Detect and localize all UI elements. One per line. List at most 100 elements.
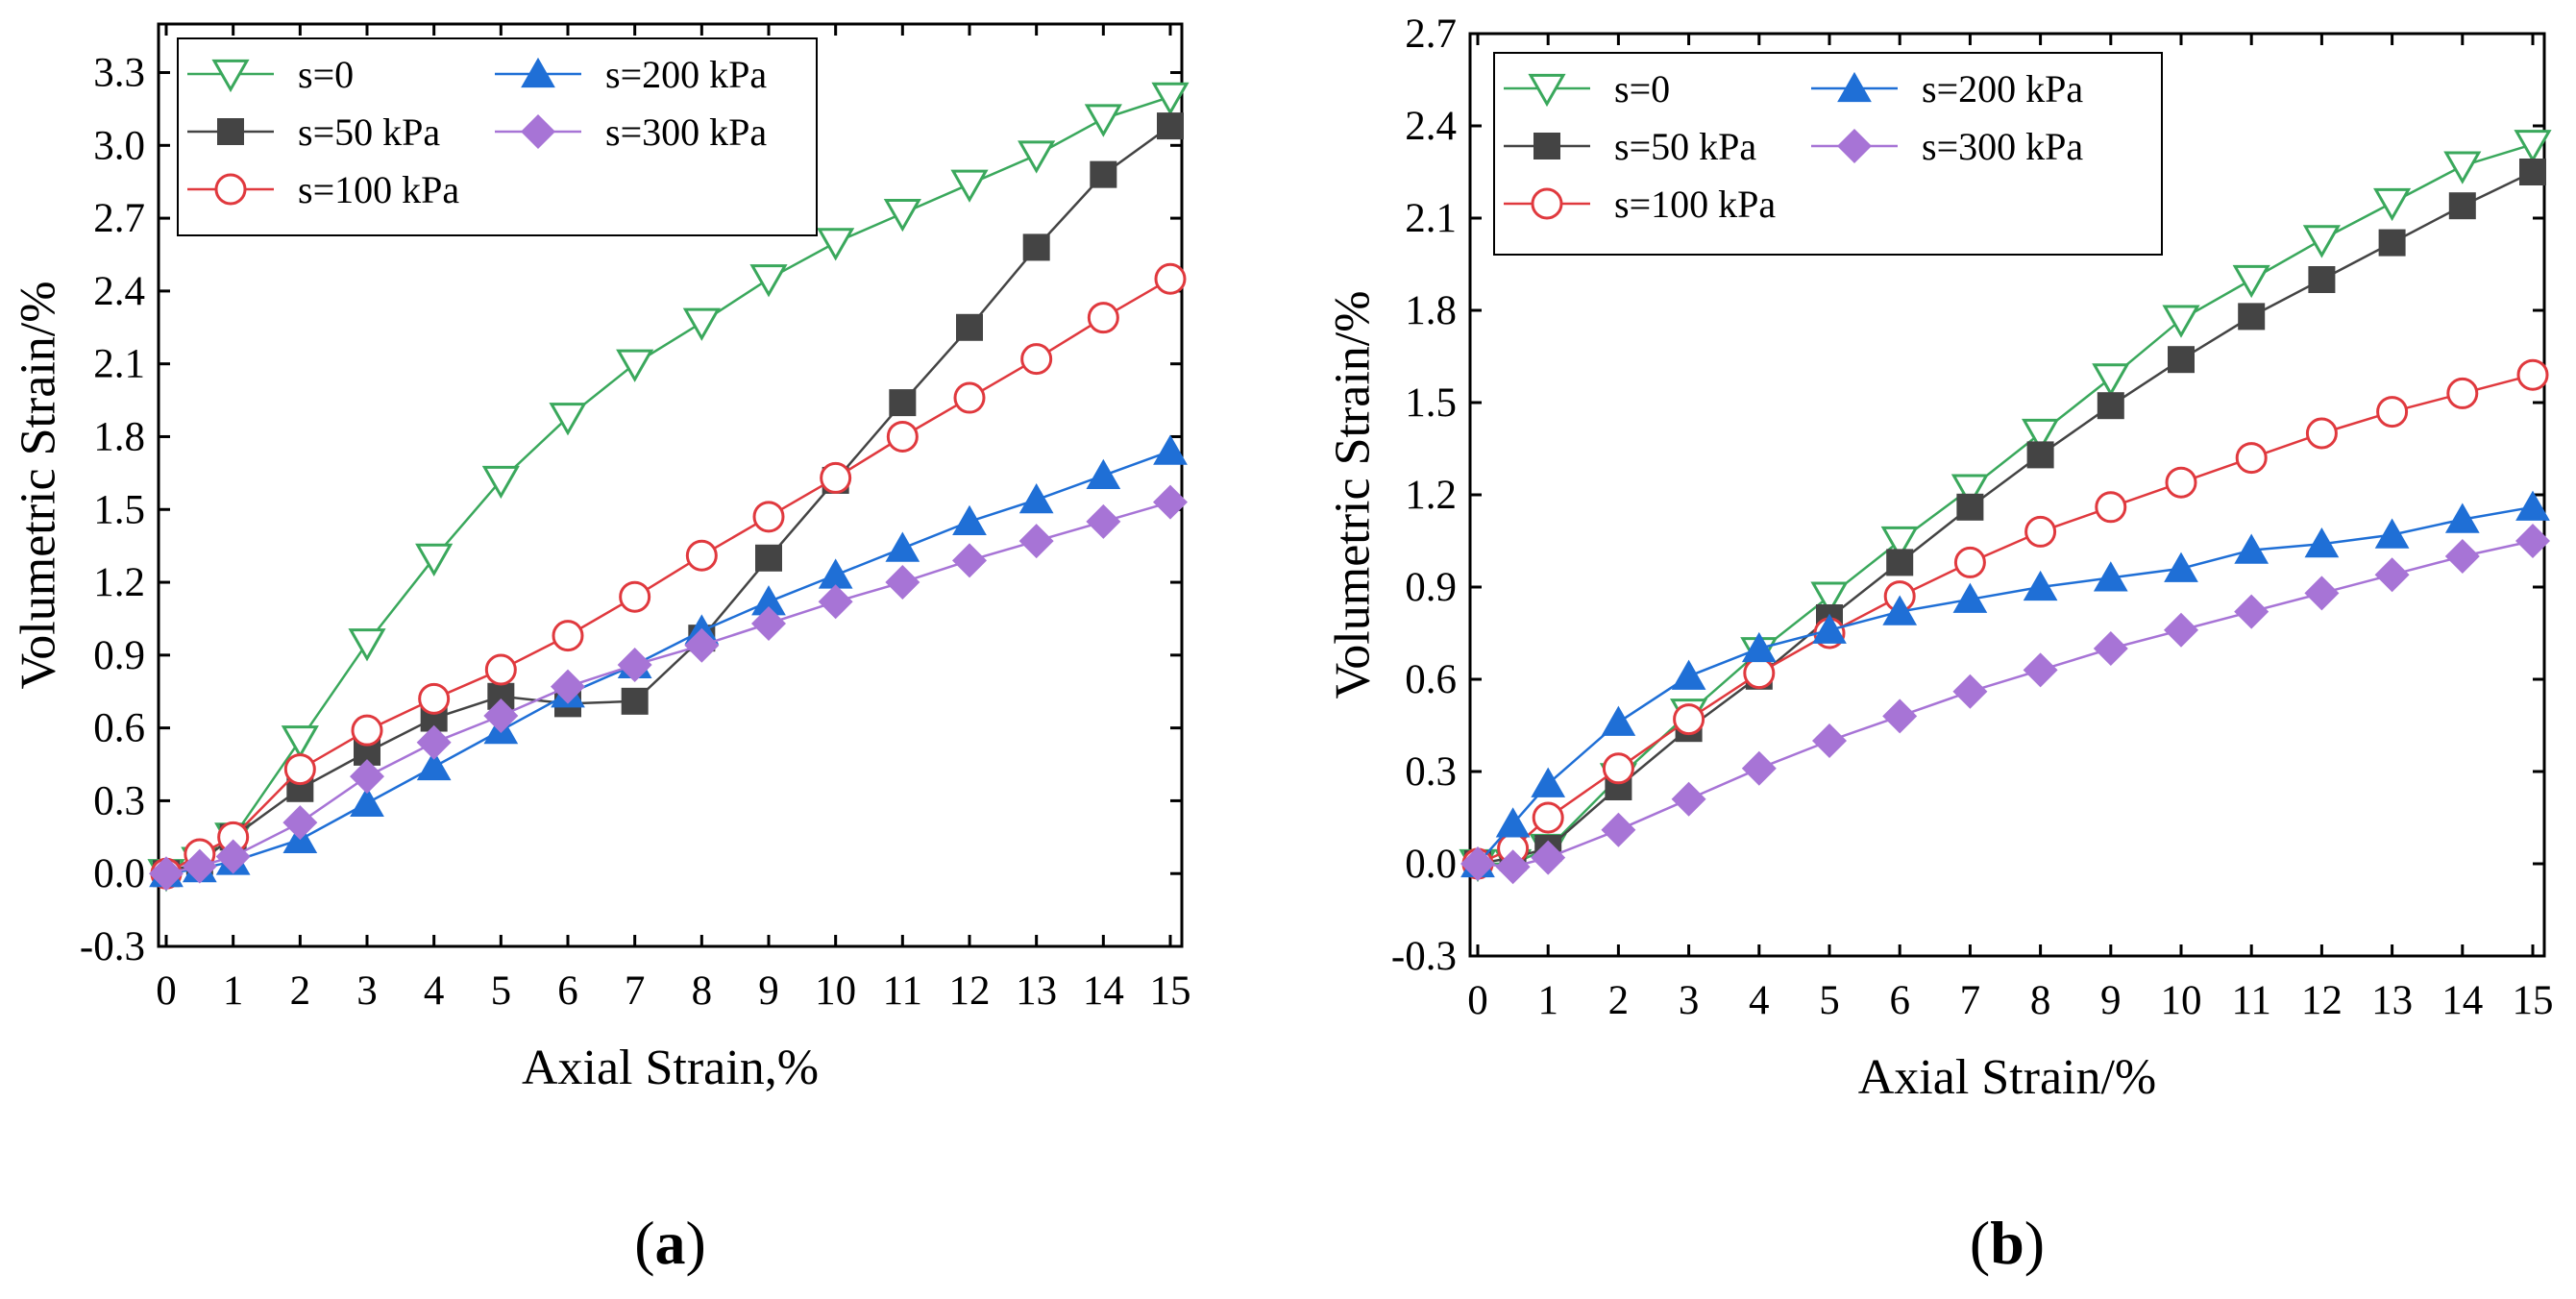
data-point — [1157, 112, 1184, 140]
data-point — [416, 724, 452, 760]
data-point — [749, 264, 788, 298]
series-line — [165, 278, 1171, 875]
data-point — [1602, 752, 1634, 785]
data-point — [350, 786, 384, 818]
data-point — [1018, 524, 1054, 559]
data-point — [418, 682, 451, 715]
data-point — [886, 420, 919, 453]
data-point — [952, 504, 987, 535]
x-tick-label: 3 — [356, 968, 378, 1014]
x-tick-label: 12 — [2301, 978, 2343, 1023]
legend-label: s=200 kPa — [1922, 67, 2083, 110]
legend-marker — [211, 59, 250, 93]
data-point — [1810, 581, 1849, 615]
data-point — [956, 313, 983, 341]
data-point — [1460, 846, 1495, 881]
data-point — [1086, 503, 1121, 539]
series-s-50-kpa — [1464, 159, 2546, 877]
data-point — [1882, 699, 1918, 734]
data-point — [1812, 613, 1847, 644]
x-tick-label: 4 — [424, 968, 445, 1014]
legend: s=0 s=50 kPa s=100 kPa s=200 kPa s=300 kPa — [177, 37, 818, 236]
legend-marker — [1837, 129, 1872, 163]
series-s-300-kpa — [1460, 524, 2550, 885]
legend-label: s=0 — [298, 53, 354, 96]
data-point — [751, 606, 786, 641]
data-point — [481, 465, 520, 500]
data-point — [1022, 233, 1050, 261]
y-tick-label: 1.5 — [1405, 380, 1457, 426]
data-point — [2444, 539, 2480, 574]
data-point — [2232, 264, 2270, 299]
y-tick-label: 3.3 — [93, 51, 145, 96]
data-point — [885, 565, 920, 600]
data-point — [952, 543, 987, 578]
data-point — [616, 349, 654, 382]
data-point — [950, 169, 989, 203]
data-point — [2093, 561, 2128, 592]
data-point — [2234, 533, 2269, 564]
data-point — [621, 687, 649, 715]
data-point — [2374, 518, 2410, 549]
x-tick-label: 6 — [1889, 978, 1910, 1023]
data-point — [1886, 549, 1914, 576]
x-tick-label: 7 — [625, 968, 646, 1014]
x-tick-label: 0 — [156, 968, 177, 1014]
y-tick-label: 1.8 — [93, 414, 145, 459]
data-point — [350, 759, 384, 795]
series-s-0 — [147, 82, 1190, 893]
data-point — [684, 627, 720, 663]
data-point — [282, 805, 318, 841]
data-point — [416, 749, 452, 781]
data-point — [889, 389, 917, 417]
y-tick-label: 2.1 — [1405, 196, 1457, 241]
data-point — [2238, 303, 2266, 331]
y-tick-label: -0.3 — [1391, 934, 1457, 979]
data-point — [1956, 493, 1984, 521]
legend-label: s=300 kPa — [605, 110, 767, 154]
legend-box — [177, 37, 818, 236]
data-point — [2305, 417, 2338, 450]
data-point — [685, 539, 718, 572]
y-axis-title: Volumetric Strain/% — [12, 281, 66, 689]
x-tick-label: 11 — [2231, 978, 2270, 1023]
data-point — [2168, 346, 2195, 374]
y-tick-label: 0.6 — [1405, 657, 1457, 702]
legend-label: s=50 kPa — [298, 110, 440, 154]
legend-marker — [1533, 133, 1560, 159]
legend-label: s=50 kPa — [1614, 125, 1756, 168]
data-point — [549, 403, 587, 436]
data-point — [1531, 840, 1566, 875]
data-point — [2024, 515, 2057, 548]
data-point — [1090, 160, 1117, 188]
legend-label: s=100 kPa — [1614, 183, 1776, 226]
data-point — [1531, 767, 1566, 797]
y-tick-label: 2.7 — [93, 196, 145, 241]
data-point — [415, 543, 454, 576]
x-tick-label: 0 — [1467, 978, 1488, 1023]
x-tick-label: 8 — [692, 968, 713, 1014]
y-tick-label: 0.9 — [93, 633, 145, 678]
data-point — [2448, 192, 2476, 220]
series-line — [165, 125, 1171, 875]
data-point — [2095, 491, 2127, 524]
legend-marker — [521, 57, 555, 88]
data-point — [2164, 551, 2198, 582]
data-point — [551, 669, 585, 704]
data-point — [1601, 705, 1636, 736]
data-point — [1087, 302, 1119, 334]
x-tick-label: 4 — [1749, 978, 1770, 1023]
data-point — [2373, 187, 2412, 222]
data-point — [2374, 557, 2410, 593]
x-tick-label: 14 — [2441, 978, 2483, 1023]
data-point — [2376, 396, 2409, 429]
legend-marker — [521, 114, 555, 149]
x-tick-label: 9 — [2100, 978, 2122, 1023]
legend-marker — [1837, 71, 1872, 103]
data-point — [2378, 229, 2406, 257]
data-point — [1018, 140, 1056, 174]
y-tick-label: 2.1 — [93, 342, 145, 387]
data-point — [1086, 458, 1121, 489]
data-point — [818, 584, 853, 620]
data-point — [1812, 723, 1847, 758]
